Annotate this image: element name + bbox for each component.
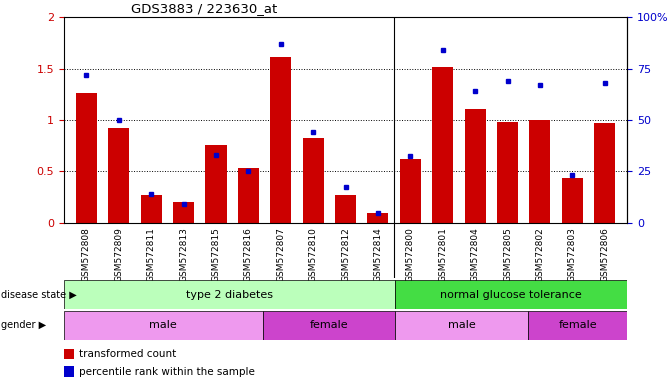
Text: GSM572800: GSM572800 [406,227,415,282]
Bar [529,120,550,223]
Text: percentile rank within the sample: percentile rank within the sample [79,366,255,377]
Bar [395,311,528,340]
Bar [595,123,615,223]
Text: GSM572810: GSM572810 [309,227,317,282]
Bar [173,202,194,223]
Text: GSM572816: GSM572816 [244,227,253,282]
Text: GSM572813: GSM572813 [179,227,188,282]
Bar [141,195,162,223]
Bar [64,349,74,359]
Text: GSM572801: GSM572801 [438,227,448,282]
Text: GSM572815: GSM572815 [211,227,221,282]
Bar [76,93,97,223]
Bar [562,177,583,223]
Text: normal glucose tolerance: normal glucose tolerance [440,290,582,300]
Bar [335,195,356,223]
Bar [368,214,389,223]
Text: female: female [558,320,597,331]
Bar [270,57,291,223]
Bar [400,159,421,223]
Text: type 2 diabetes: type 2 diabetes [186,290,273,300]
Text: GSM572805: GSM572805 [503,227,512,282]
Bar [205,145,227,223]
Bar [395,280,627,309]
Bar [64,280,395,309]
Text: GSM572807: GSM572807 [276,227,285,282]
Text: GSM572808: GSM572808 [82,227,91,282]
Text: GDS3883 / 223630_at: GDS3883 / 223630_at [132,2,278,15]
Text: gender ▶: gender ▶ [1,320,46,331]
Bar [64,366,74,377]
Text: GSM572809: GSM572809 [114,227,123,282]
Bar [262,311,395,340]
Text: disease state ▶: disease state ▶ [1,290,77,300]
Text: GSM572811: GSM572811 [147,227,156,282]
Bar [64,311,262,340]
Bar [497,122,518,223]
Text: GSM572803: GSM572803 [568,227,577,282]
Bar [238,168,259,223]
Text: GSM572804: GSM572804 [470,227,480,282]
Text: female: female [310,320,348,331]
Bar [528,311,627,340]
Text: GSM572802: GSM572802 [535,227,544,282]
Bar [108,128,130,223]
Text: male: male [150,320,177,331]
Bar [464,109,486,223]
Text: transformed count: transformed count [79,349,176,359]
Text: male: male [448,320,476,331]
Text: GSM572814: GSM572814 [374,227,382,282]
Bar [432,66,454,223]
Bar [303,139,323,223]
Text: GSM572812: GSM572812 [341,227,350,282]
Text: GSM572806: GSM572806 [601,227,609,282]
